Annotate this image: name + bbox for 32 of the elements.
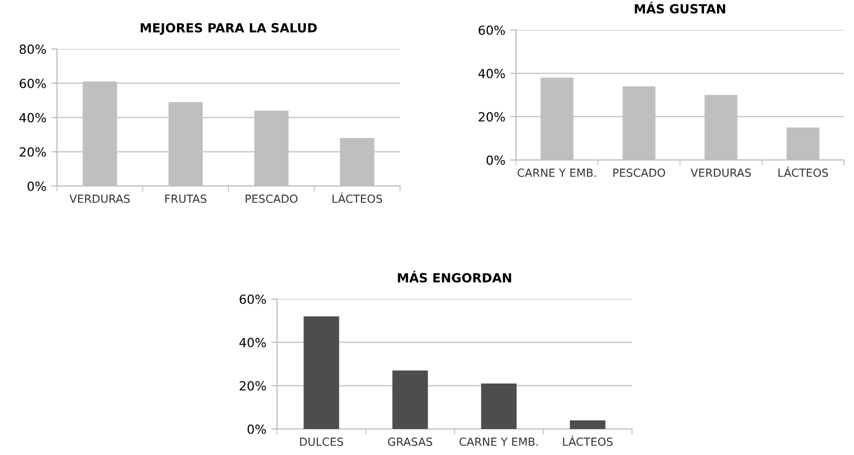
y-tick-label: 20%: [478, 112, 505, 122]
x-tick-label: CARNE Y EMB.: [518, 168, 596, 177]
x-tick-label: PESCADO: [613, 168, 666, 177]
bar: [304, 316, 340, 429]
x-tick-label: VERDURAS: [690, 168, 751, 177]
bar: [481, 384, 517, 429]
x-tick-label: LÁCTEOS: [563, 435, 613, 446]
x-tick-label: LÁCTEOS: [778, 166, 828, 177]
x-tick-label: DULCES: [300, 438, 344, 446]
y-tick-label: 60%: [478, 25, 505, 35]
x-tick-label: CARNE Y EMB.: [459, 438, 538, 446]
chart-title: MÁS ENGORDAN: [398, 270, 512, 283]
y-tick-label: 40%: [478, 68, 505, 78]
y-tick-label: 20%: [20, 147, 46, 157]
chart-title: MÁS GUSTAN: [634, 2, 726, 14]
y-tick-label: 0%: [28, 181, 46, 191]
x-tick-label: VERDURAS: [69, 194, 130, 203]
x-tick-label: GRASAS: [388, 438, 432, 446]
y-tick-label: 60%: [240, 294, 266, 304]
bar: [570, 420, 606, 429]
x-tick-label: PESCADO: [246, 194, 298, 203]
y-tick-label: 80%: [20, 44, 46, 54]
y-tick-label: 20%: [240, 381, 266, 391]
bar: [392, 370, 428, 429]
y-tick-label: 60%: [20, 78, 46, 88]
x-tick-label: FRUTAS: [165, 194, 206, 203]
x-tick-label: LÁCTEOS: [332, 192, 382, 203]
y-tick-label: 0%: [486, 155, 505, 165]
y-tick-label: 40%: [239, 338, 266, 348]
y-tick-label: 40%: [19, 112, 46, 122]
y-tick-label: 0%: [248, 424, 266, 434]
chart-title: MEJORES PARA LA SALUD: [140, 23, 317, 35]
